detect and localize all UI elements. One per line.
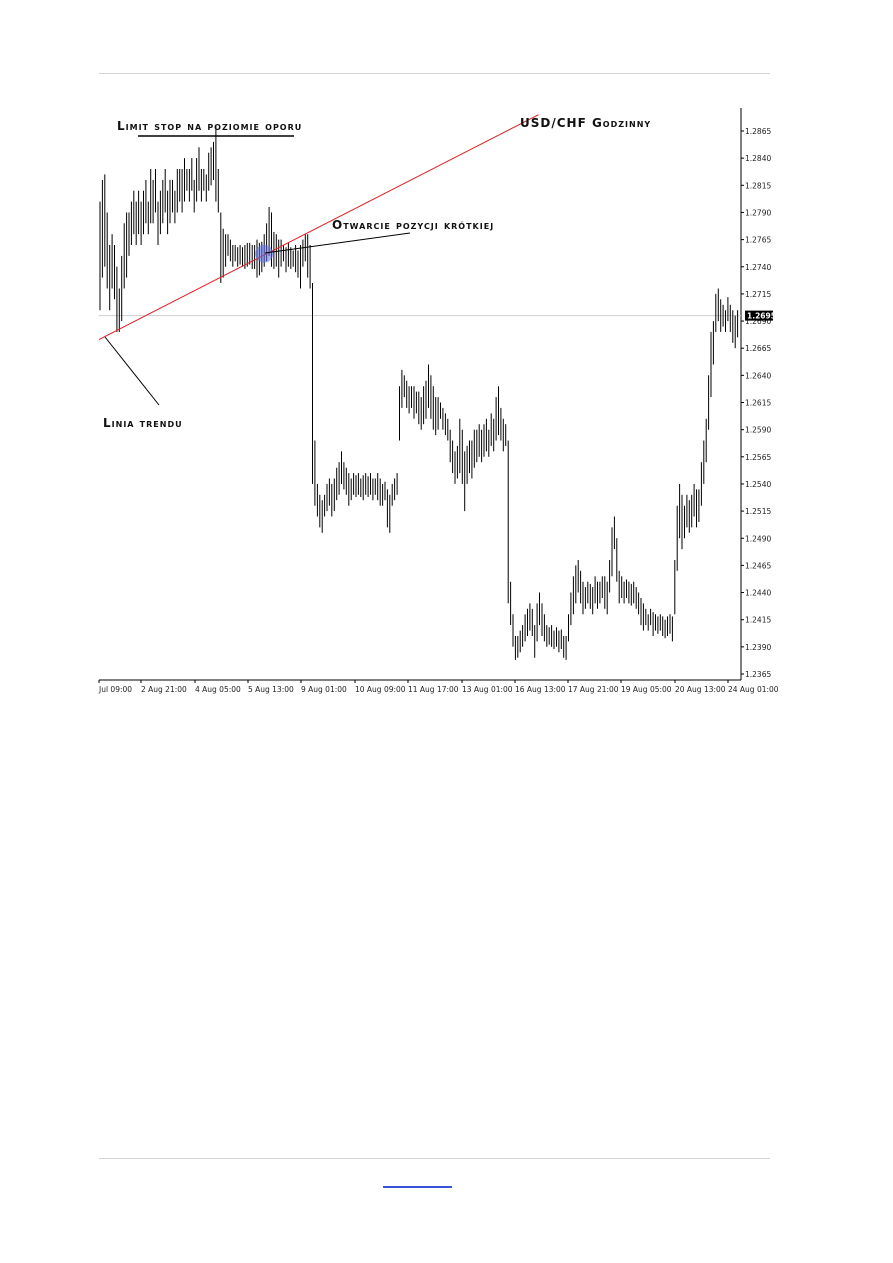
y-tick-label-18: 1.2415 [745, 616, 771, 625]
y-tick-label-15: 1.2490 [745, 534, 771, 543]
annotation-resistance: Limit stop na poziomie oporu [117, 119, 302, 133]
x-tick-label-10: 19 Aug 05:00 [621, 685, 672, 694]
x-tick-label-9: 17 Aug 21:00 [568, 685, 619, 694]
y-tick-label-19: 1.2390 [745, 643, 771, 652]
y-tick-label-6: 1.2715 [745, 290, 771, 299]
y-tick-label-12: 1.2565 [745, 453, 771, 462]
y-tick-label-0: 1.2865 [745, 127, 771, 136]
ohlc-bars [99, 125, 739, 660]
y-tick-label-1: 1.2840 [745, 154, 771, 163]
y-tick-label-20: 1.2365 [745, 670, 771, 679]
x-tick-label-0: Jul 09:00 [98, 685, 132, 694]
x-tick-label-3: 5 Aug 13:00 [248, 685, 294, 694]
usdchf-hourly-chart: 1.2865 1.2840 1.2815 1.2790 1.2765 1.2740 1.27… [98, 108, 779, 694]
y-tick-label-11: 1.2590 [745, 426, 771, 435]
x-tick-label-2: 4 Aug 05:00 [195, 685, 241, 694]
y-tick-label-13: 1.2540 [745, 480, 771, 489]
annotation-short-entry: Otwarcie pozycji krótkiej [332, 218, 494, 232]
x-tick-label-4: 9 Aug 01:00 [301, 685, 347, 694]
annotation-trend-line: Linia trendu [103, 416, 183, 430]
x-tick-label-12: 24 Aug 01:00 [728, 685, 779, 694]
y-axis-ticks: 1.2865 1.2840 1.2815 1.2790 1.2765 1.2740 1.27… [741, 127, 771, 679]
y-tick-label-17: 1.2440 [745, 589, 771, 598]
y-tick-label-16: 1.2465 [745, 561, 771, 570]
x-tick-label-6: 11 Aug 17:00 [408, 685, 459, 694]
footer-link[interactable] [383, 1186, 452, 1188]
y-tick-label-4: 1.2765 [745, 236, 771, 245]
x-tick-label-1: 2 Aug 21:00 [141, 685, 187, 694]
current-price-box [745, 310, 773, 321]
y-tick-label-9: 1.2640 [745, 371, 771, 380]
x-tick-label-7: 13 Aug 01:00 [462, 685, 513, 694]
y-tick-label-3: 1.2790 [745, 208, 771, 217]
short-entry-marker [255, 244, 274, 263]
current-price-label: 1.2695 [747, 312, 776, 321]
chart-title: USD/CHF Godzinny [520, 116, 651, 130]
x-tick-label-5: 10 Aug 09:00 [355, 685, 406, 694]
x-tick-label-8: 16 Aug 13:00 [515, 685, 566, 694]
footer-rule [99, 1158, 770, 1159]
trend-line [98, 114, 539, 340]
y-tick-label-5: 1.2740 [745, 263, 771, 272]
y-tick-label-2: 1.2815 [745, 181, 771, 190]
x-tick-label-11: 20 Aug 13:00 [675, 685, 726, 694]
trend-line-pointer [104, 336, 160, 406]
short-entry-pointer [264, 232, 411, 254]
y-tick-label-10: 1.2615 [745, 399, 771, 408]
y-tick-label-8: 1.2665 [745, 344, 771, 353]
x-axis-ticks: Jul 09:00 2 Aug 21:00 4 Aug 05:00 5 Aug 13:… [98, 680, 779, 694]
y-tick-label-14: 1.2515 [745, 507, 771, 516]
y-tick-label-7: 1.2690 [745, 317, 771, 326]
header-rule [99, 73, 770, 74]
